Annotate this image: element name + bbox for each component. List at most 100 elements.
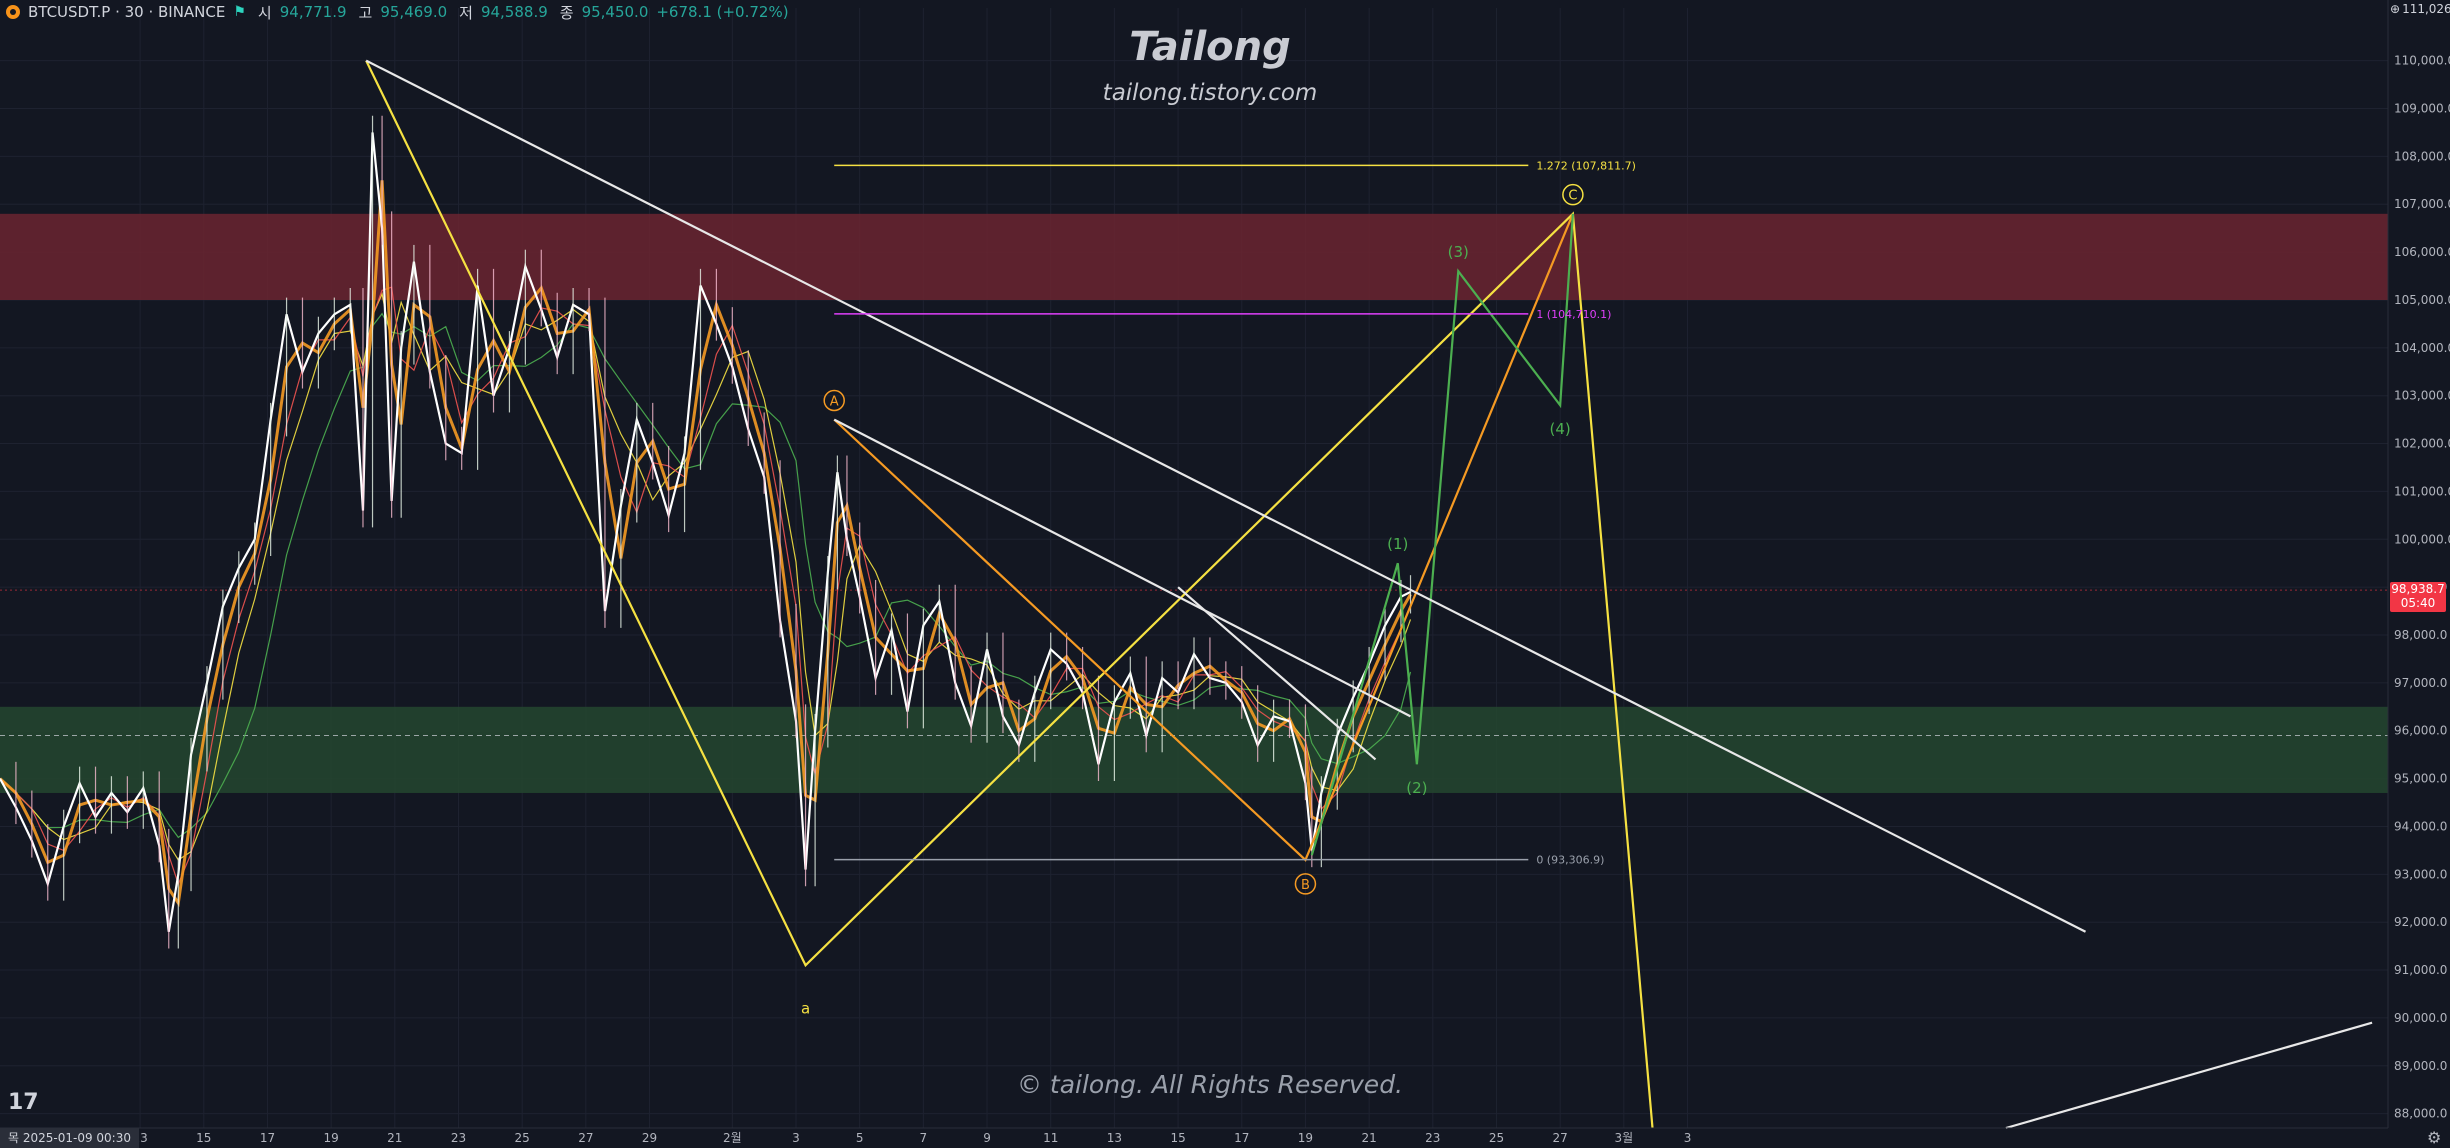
time-axis[interactable]: 13 15 17 19 21 23 25 27 29 2월 3 5 7 9 11 13 15 17 19 21 23 25…	[0, 1127, 2388, 1145]
x-tick-label: 17	[260, 1131, 275, 1145]
bitcoin-icon	[6, 5, 20, 19]
low-label: 저	[459, 3, 473, 22]
wave-label: (3)	[1448, 243, 1469, 261]
y-tick-label: 100,000.0	[2394, 532, 2450, 546]
x-tick-label: 25	[515, 1131, 530, 1145]
y-tick-label: 107,000.0	[2394, 197, 2450, 211]
x-tick-label: 23	[1425, 1131, 1440, 1145]
white-downtrend-line	[365, 59, 2087, 933]
open-label: 시	[257, 3, 272, 22]
zones	[0, 213, 2388, 793]
x-tick-label: 3월	[1614, 1131, 1633, 1145]
x-tick-label: 11	[1043, 1131, 1058, 1145]
tradingview-logo-icon[interactable]: 17	[8, 1090, 39, 1115]
crosshair-date-badge: 목 2025-01-09 00:30	[0, 1128, 139, 1148]
x-tick-label: 13	[1107, 1131, 1122, 1145]
high-value: 95,469.0	[380, 3, 448, 21]
x-tick-label: 9	[983, 1131, 991, 1145]
symbol-label[interactable]: BTCUSDT.P · 30 · BINANCE	[28, 3, 226, 21]
y-tick-label: 90,000.0	[2394, 1011, 2447, 1025]
wave-label-circle	[823, 389, 845, 412]
white-wedge-lower-line	[1177, 586, 1377, 761]
y-tick-label: 101,000.0	[2394, 484, 2450, 498]
fib-level-label: 1.272 (107,811.7)	[1536, 159, 1636, 172]
wave-label: (4)	[1550, 420, 1571, 438]
flag-icon[interactable]: ⚑	[233, 4, 246, 20]
x-tick-label: 27	[578, 1131, 593, 1145]
high-label: 고	[358, 3, 373, 22]
support-zone	[0, 706, 2388, 793]
wave-label: (2)	[1406, 779, 1427, 797]
x-tick-label: 15	[196, 1131, 211, 1145]
wave-label: C	[1568, 189, 1577, 204]
fibonacci-levels[interactable]: 1.272 (107,811.7) 1 (104,710.1) 0 (93,306.…	[834, 159, 1636, 867]
watermark-url: tailong.tistory.com	[1102, 80, 1318, 106]
wave-label-circle	[1294, 873, 1317, 895]
x-tick-label: 2월	[723, 1131, 742, 1145]
y-tick-label: 89,000.0	[2394, 1059, 2447, 1073]
wave-label: A	[830, 394, 839, 409]
x-tick-label: 23	[451, 1131, 466, 1145]
current-price-tag: 98,938.7 05:40	[2390, 582, 2446, 612]
x-tick-label: 21	[1361, 1131, 1376, 1145]
wave-label: a	[801, 999, 810, 1017]
white-wedge-upper-line	[833, 418, 1412, 718]
top-axis-price: 111,026.1	[2390, 2, 2450, 16]
watermark-copyright: © tailong. All Rights Reserved.	[1016, 1070, 1404, 1099]
y-tick-label: 104,000.0	[2394, 341, 2450, 355]
current-price: 98,938.7	[2391, 582, 2445, 596]
close-label: 종	[559, 3, 574, 22]
y-tick-label: 108,000.0	[2394, 149, 2450, 163]
y-tick-label: 109,000.0	[2394, 102, 2450, 116]
x-tick-label: 17	[1234, 1131, 1249, 1145]
y-tick-label: 88,000.0	[2394, 1107, 2447, 1121]
y-tick-label: 97,000.0	[2394, 676, 2447, 690]
moving-average-line	[0, 291, 1412, 861]
close-value: 95,450.0	[581, 3, 649, 21]
y-tick-label: 91,000.0	[2394, 963, 2447, 977]
y-tick-label: 92,000.0	[2394, 915, 2447, 929]
y-tick-label: 93,000.0	[2394, 867, 2447, 881]
low-value: 94,588.9	[480, 3, 548, 21]
bar-countdown: 05:40	[2400, 596, 2436, 610]
wave-label: B	[1301, 878, 1310, 893]
green-impulse-line	[1310, 213, 1574, 856]
price-axis[interactable]: 88,000.0 89,000.0 90,000.0 91,000.0 92,000.0…	[2387, 0, 2450, 1128]
x-tick-label: 3	[1684, 1131, 1692, 1145]
y-tick-label: 110,000.0	[2394, 54, 2450, 68]
open-value: 94,771.9	[279, 3, 347, 21]
settings-icon[interactable]: ⚙	[2427, 1128, 2442, 1147]
wave-label-circle	[1562, 183, 1584, 206]
fib-level-label: 1 (104,710.1)	[1536, 308, 1611, 321]
moving-average-line	[0, 312, 1412, 839]
x-tick-label: 5	[856, 1131, 864, 1145]
price-line	[0, 132, 1412, 932]
resistance-zone	[0, 213, 2388, 300]
x-tick-label: 21	[387, 1131, 402, 1145]
wave-label: (1)	[1387, 535, 1408, 553]
change-value: +678.1 (+0.72%)	[656, 3, 789, 21]
y-tick-label: 103,000.0	[2394, 389, 2450, 403]
y-tick-label: 106,000.0	[2394, 245, 2450, 259]
moving-average-line	[0, 286, 1412, 886]
y-tick-label: 94,000.0	[2394, 819, 2447, 833]
y-tick-label: 102,000.0	[2394, 437, 2450, 451]
price-lines	[0, 589, 2388, 737]
x-tick-label: 15	[1170, 1131, 1185, 1145]
y-tick-label: 98,000.0	[2394, 628, 2447, 642]
x-tick-label: 7	[920, 1131, 928, 1145]
fib-level-label: 0 (93,306.9)	[1536, 854, 1604, 867]
y-tick-label: 96,000.0	[2394, 724, 2447, 738]
x-tick-label: 19	[323, 1131, 338, 1145]
x-tick-label: 19	[1298, 1131, 1313, 1145]
y-tick-label: 95,000.0	[2394, 772, 2447, 786]
x-tick-label: 3	[792, 1131, 800, 1145]
chart-legend-header: BTCUSDT.P · 30 · BINANCE ⚑ 시 94,771.9 고 95…	[0, 0, 789, 24]
watermark-title: Tailong	[1129, 24, 1291, 70]
x-tick-label: 25	[1489, 1131, 1504, 1145]
white-lower-right-line	[2005, 1021, 2373, 1130]
x-tick-label: 27	[1553, 1131, 1568, 1145]
y-tick-label: 105,000.0	[2394, 293, 2450, 307]
